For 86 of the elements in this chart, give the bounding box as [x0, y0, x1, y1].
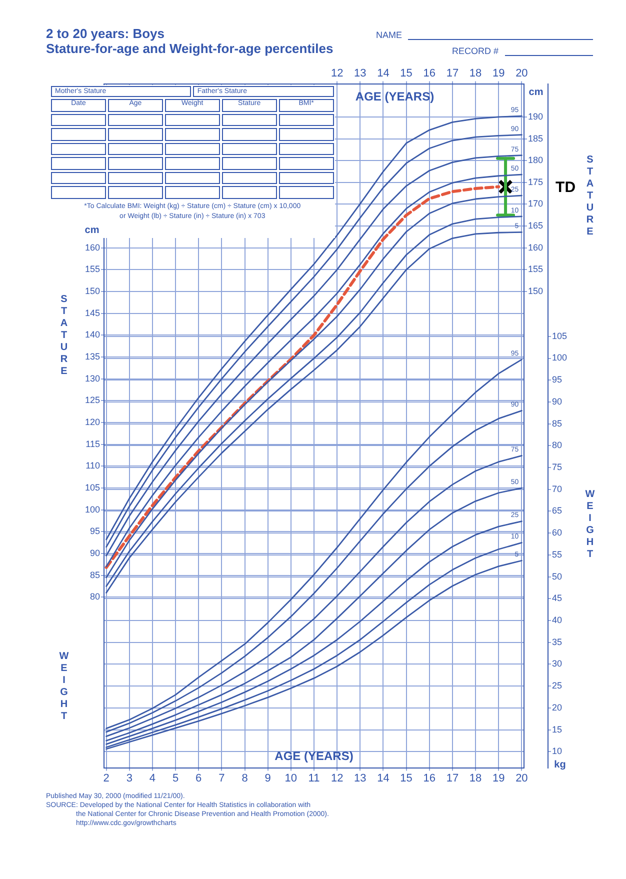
y-tick-label: 145 — [84, 308, 100, 318]
y-tick-label: 95 — [90, 526, 100, 536]
x-tick-label: 17 — [446, 772, 459, 784]
y2-tick-label: 85 — [552, 418, 562, 428]
y-tick-label: 150 — [84, 286, 100, 296]
y2-tick-label: 80 — [552, 440, 562, 450]
y2-tick-label: 50 — [552, 571, 562, 582]
y2-tick-label: 25 — [552, 680, 562, 691]
x-tick-label: 14 — [377, 772, 390, 784]
y-tick-label: 160 — [84, 242, 100, 252]
x-tick-label: 18 — [469, 772, 482, 784]
text: WEIGHT — [585, 489, 596, 560]
x2-tick-label: 17 — [446, 68, 459, 80]
y3-tick-label: 165 — [528, 220, 544, 231]
y2-tick-label: 10 — [552, 746, 562, 756]
x-tick-label: 15 — [400, 772, 412, 784]
x2-tick-label: 16 — [423, 68, 436, 80]
y-tick-label: 110 — [86, 460, 100, 471]
x2-tick-label: 12 — [330, 68, 344, 80]
text: RECORD # — [452, 46, 499, 56]
text: STATURE — [60, 294, 68, 377]
y2-tick-label: 55 — [552, 549, 562, 560]
x-tick-label: 19 — [492, 772, 505, 784]
y-tick-label: 105 — [84, 482, 100, 492]
text: NAME — [376, 30, 402, 40]
x-tick-label: 4 — [149, 772, 156, 784]
x-tick-label: 10 — [284, 772, 298, 784]
x2-tick-label: 14 — [377, 68, 390, 80]
y3-tick-label: 185 — [528, 133, 544, 144]
y-tick-label: 85 — [90, 570, 100, 580]
y3-tick-label: 190 — [528, 111, 544, 122]
y3-tick-label: 155 — [528, 264, 544, 274]
y2-axis-title: kg — [554, 760, 566, 771]
y3-axis-title: cm — [528, 86, 544, 98]
x-tick-label: 20 — [516, 772, 528, 784]
y-tick-label: 100 — [84, 504, 100, 514]
y-tick-label: 155 — [84, 264, 100, 274]
y2-tick-label: 40 — [552, 614, 562, 625]
y2-tick-label: 75 — [552, 462, 562, 472]
y-tick-label: 130 — [84, 373, 100, 384]
y2-tick-label: 65 — [552, 506, 562, 516]
text: TD — [556, 178, 576, 196]
x-tick-label: 11 — [308, 772, 320, 784]
text: STATURE — [586, 154, 594, 238]
y-tick-label: 80 — [90, 592, 100, 602]
x-tick-label: 9 — [264, 772, 271, 784]
y2-tick-label: 45 — [552, 593, 562, 604]
x2-tick-label: 13 — [354, 68, 366, 80]
y-tick-label: 120 — [84, 416, 100, 427]
x-tick-label: 5 — [172, 772, 179, 784]
x2-tick-label: 15 — [400, 68, 412, 80]
chart-subtitle: Stature-for-age and Weight-for-age percentiles — [46, 41, 334, 56]
y2-tick-label: 105 — [552, 330, 568, 341]
y-axis-title: cm — [84, 225, 100, 236]
y3-tick-label: 180 — [528, 155, 544, 166]
y2-tick-label: 60 — [552, 528, 562, 538]
y-tick-label: 135 — [84, 352, 100, 362]
x-tick-label: 12 — [330, 772, 344, 784]
y2-tick-label: 15 — [552, 724, 562, 734]
y2-tick-label: 70 — [552, 484, 562, 494]
y-tick-label: 90 — [90, 548, 100, 558]
x-tick-label: 8 — [242, 772, 248, 784]
x2-tick-label: 20 — [516, 68, 528, 80]
y3-tick-label: 160 — [528, 242, 544, 252]
y-tick-label: 140 — [84, 330, 100, 340]
y3-tick-label: 170 — [528, 198, 544, 209]
y-tick-label: 115 — [86, 438, 100, 449]
y2-tick-label: 35 — [552, 636, 562, 647]
y-tick-label: 125 — [84, 395, 100, 406]
y2-tick-label: 100 — [552, 352, 568, 363]
x-tick-label: 2 — [103, 772, 110, 784]
x-tick-label: 3 — [126, 772, 132, 784]
y3-tick-label: 150 — [528, 286, 544, 296]
chart-title: 2 to 20 years: Boys — [46, 26, 166, 41]
y2-tick-label: 95 — [552, 374, 562, 385]
x2-tick-label: 19 — [492, 68, 505, 80]
y2-tick-label: 30 — [552, 658, 562, 669]
text: WEIGHT — [59, 650, 70, 722]
x-tick-label: 16 — [423, 772, 436, 784]
x-tick-label: 7 — [218, 772, 225, 784]
x-tick-label: 13 — [354, 772, 366, 784]
x-tick-label: 6 — [196, 772, 202, 784]
x2-tick-label: 18 — [469, 68, 482, 80]
y3-tick-label: 175 — [528, 176, 544, 187]
y2-tick-label: 90 — [552, 396, 562, 406]
y2-tick-label: 20 — [552, 702, 562, 712]
